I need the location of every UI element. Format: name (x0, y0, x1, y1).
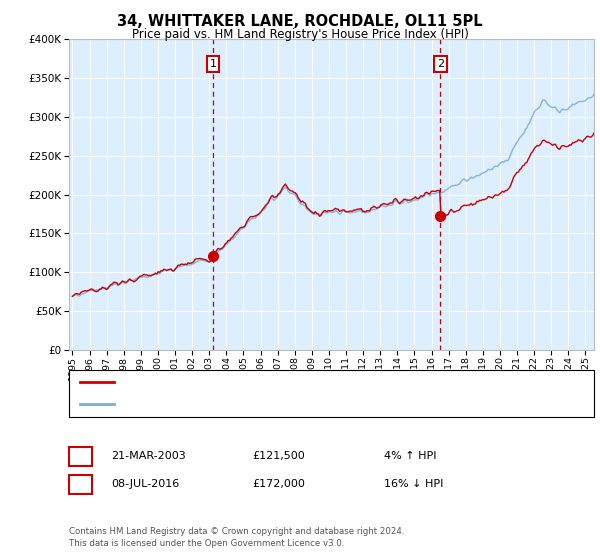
Text: 08-JUL-2016: 08-JUL-2016 (111, 479, 179, 489)
Text: Price paid vs. HM Land Registry's House Price Index (HPI): Price paid vs. HM Land Registry's House … (131, 28, 469, 41)
Text: HPI: Average price, detached house, Rochdale: HPI: Average price, detached house, Roch… (120, 399, 361, 409)
Text: 16% ↓ HPI: 16% ↓ HPI (384, 479, 443, 489)
Text: 2: 2 (76, 478, 85, 491)
Text: £121,500: £121,500 (252, 451, 305, 461)
Text: 1: 1 (209, 59, 217, 69)
Text: 1: 1 (76, 450, 85, 463)
Text: 34, WHITTAKER LANE, ROCHDALE, OL11 5PL (detached house): 34, WHITTAKER LANE, ROCHDALE, OL11 5PL (… (120, 377, 446, 388)
Text: Contains HM Land Registry data © Crown copyright and database right 2024.
This d: Contains HM Land Registry data © Crown c… (69, 527, 404, 548)
Text: 4% ↑ HPI: 4% ↑ HPI (384, 451, 437, 461)
Text: 34, WHITTAKER LANE, ROCHDALE, OL11 5PL: 34, WHITTAKER LANE, ROCHDALE, OL11 5PL (117, 14, 483, 29)
Text: 2: 2 (437, 59, 444, 69)
Text: 21-MAR-2003: 21-MAR-2003 (111, 451, 186, 461)
Text: £172,000: £172,000 (252, 479, 305, 489)
